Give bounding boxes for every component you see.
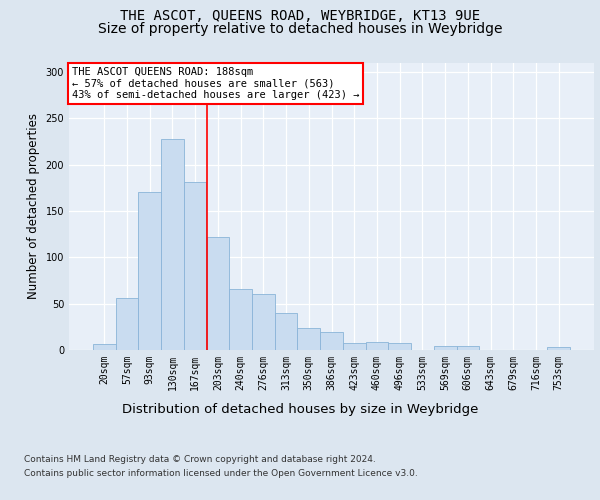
Bar [275,313,298,350]
Bar [547,347,570,350]
Bar [139,192,161,350]
Bar [343,342,365,350]
Bar [229,289,252,350]
Bar [184,182,206,350]
Y-axis label: Number of detached properties: Number of detached properties [27,114,40,299]
Text: Contains HM Land Registry data © Crown copyright and database right 2024.: Contains HM Land Registry data © Crown c… [24,455,376,464]
Bar [206,237,229,350]
Text: Contains public sector information licensed under the Open Government Licence v3: Contains public sector information licen… [24,468,418,477]
Bar [434,346,457,350]
Bar [365,342,388,350]
Text: Distribution of detached houses by size in Weybridge: Distribution of detached houses by size … [122,402,478,415]
Text: THE ASCOT, QUEENS ROAD, WEYBRIDGE, KT13 9UE: THE ASCOT, QUEENS ROAD, WEYBRIDGE, KT13 … [120,9,480,23]
Bar [252,294,275,350]
Bar [457,346,479,350]
Bar [388,342,411,350]
Bar [161,138,184,350]
Text: THE ASCOT QUEENS ROAD: 188sqm
← 57% of detached houses are smaller (563)
43% of : THE ASCOT QUEENS ROAD: 188sqm ← 57% of d… [71,67,359,100]
Bar [298,328,320,350]
Text: Size of property relative to detached houses in Weybridge: Size of property relative to detached ho… [98,22,502,36]
Bar [116,298,139,350]
Bar [93,344,116,350]
Bar [320,332,343,350]
